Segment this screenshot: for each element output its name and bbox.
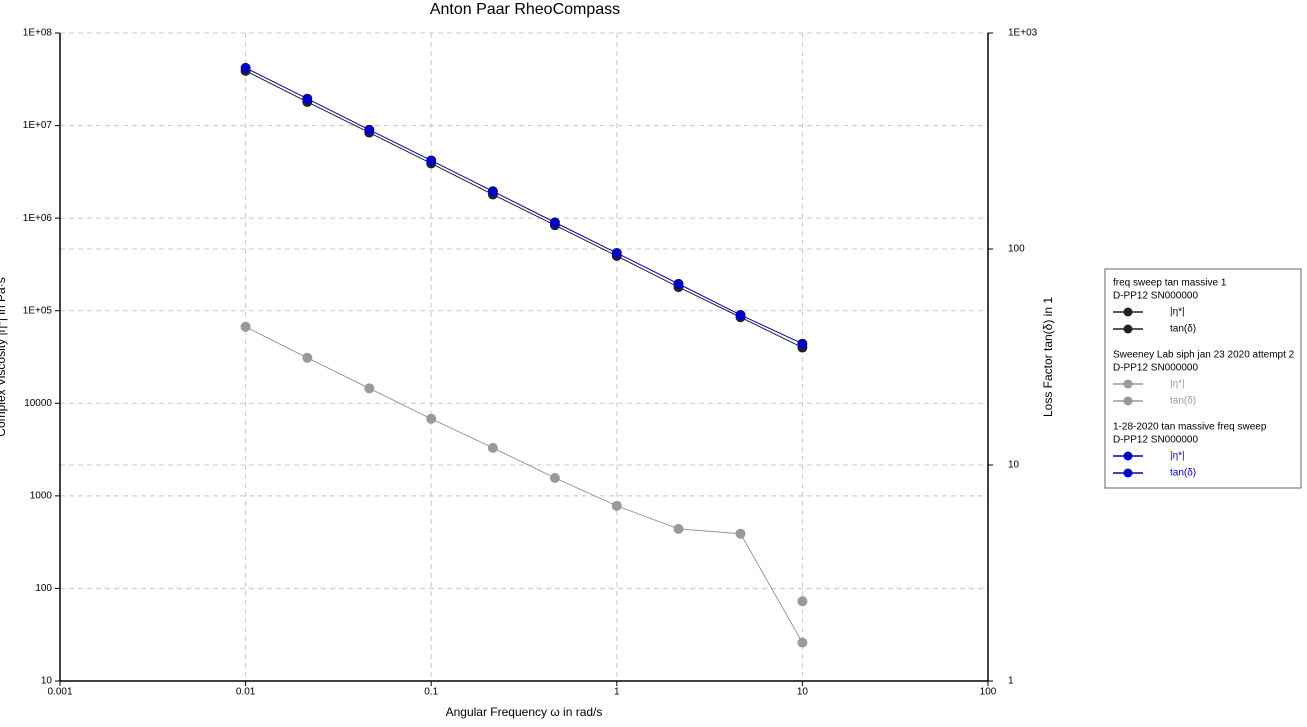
x-axis-label: Angular Frequency ω in rad/s [446, 705, 603, 719]
data-point [797, 596, 808, 607]
y-tick-label: 10 [41, 676, 53, 687]
data-point [735, 528, 746, 539]
legend-group-device: D-PP12 SN000000 [1113, 363, 1198, 374]
data-point [549, 217, 560, 228]
data-point [673, 278, 684, 289]
y-tick-label: 1E+05 [23, 305, 53, 316]
data-point [611, 500, 622, 511]
data-point [240, 321, 251, 332]
x-tick-label: 0.1 [424, 687, 438, 698]
data-point [240, 62, 251, 73]
legend-label: |η*| [1170, 451, 1185, 462]
series-line [245, 67, 803, 345]
data-point [364, 383, 375, 394]
y-tick-label: 1E+08 [23, 28, 53, 39]
data-point [302, 93, 313, 104]
legend-marker [1123, 451, 1133, 461]
data-point [797, 637, 808, 648]
data-point [487, 442, 498, 453]
legend-label: tan(δ) [1170, 324, 1196, 335]
y-axis-label: Complex Viscosity |η*| in Pa·s [0, 277, 8, 436]
y2-tick-label: 1E+03 [1008, 28, 1038, 39]
data-point [673, 523, 684, 534]
legend-marker [1123, 324, 1133, 334]
data-point [487, 186, 498, 197]
x-tick-label: 100 [980, 687, 997, 698]
legend-label: |η*| [1170, 379, 1185, 390]
legend-marker [1123, 396, 1133, 406]
y2-tick-label: 10 [1008, 460, 1020, 471]
data-point [735, 309, 746, 320]
y-tick-label: 1000 [30, 490, 53, 501]
legend-label: tan(δ) [1170, 396, 1196, 407]
x-tick-label: 1 [614, 687, 620, 698]
legend-marker [1123, 307, 1133, 317]
x-tick-label: 0.01 [236, 687, 256, 698]
y2-axis-label: Loss Factor tan(δ) in 1 [1041, 297, 1055, 417]
y-tick-label: 1E+07 [23, 120, 53, 131]
legend-group-device: D-PP12 SN000000 [1113, 291, 1198, 302]
x-tick-label: 0.001 [47, 687, 72, 698]
legend-group-title: Sweeney Lab siph jan 23 2020 attempt 2 [1113, 350, 1295, 361]
chart-title: Anton Paar RheoCompass [430, 1, 620, 18]
data-point [611, 248, 622, 259]
legend-group-device: D-PP12 SN000000 [1113, 435, 1198, 446]
series-line [245, 326, 803, 643]
data-point [426, 155, 437, 166]
series-line [245, 70, 803, 349]
y2-tick-label: 1 [1008, 676, 1014, 687]
legend-marker [1123, 379, 1133, 389]
x-tick-label: 10 [797, 687, 809, 698]
legend-label: tan(δ) [1170, 468, 1196, 479]
data-point [797, 338, 808, 349]
data-point [302, 352, 313, 363]
y-tick-label: 1E+06 [23, 213, 53, 224]
legend-box [1104, 268, 1302, 489]
data-point [364, 124, 375, 135]
data-point [549, 472, 560, 483]
legend-group-title: 1-28-2020 tan massive freq sweep [1113, 422, 1267, 433]
data-point [426, 413, 437, 424]
y2-tick-label: 100 [1008, 244, 1025, 255]
legend-label: |η*| [1170, 307, 1185, 318]
legend-marker [1123, 468, 1133, 478]
legend-group-title: freq sweep tan massive 1 [1113, 278, 1227, 289]
y-tick-label: 10000 [24, 398, 52, 409]
y-tick-label: 100 [35, 583, 52, 594]
